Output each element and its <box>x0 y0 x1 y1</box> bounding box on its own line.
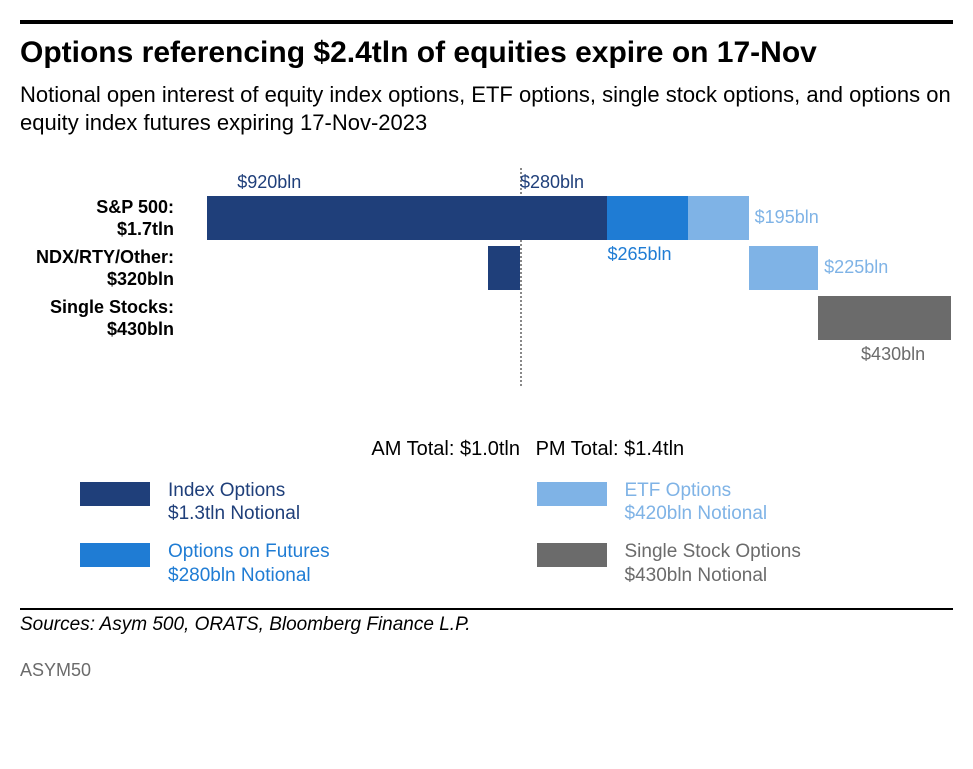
bar-value-label: $195bln <box>755 207 819 228</box>
legend-line2: $1.3tln Notional <box>168 502 300 526</box>
legend-item: ETF Options$420bln Notional <box>537 479 954 527</box>
row-label-line2: $1.7tln <box>20 218 174 241</box>
legend-swatch <box>80 543 150 567</box>
legend-line2: $420bln Notional <box>625 502 768 526</box>
top-rule <box>20 20 953 24</box>
bottom-rule <box>20 608 953 610</box>
bar-value-label: $280bln <box>520 172 584 193</box>
legend-text: ETF Options$420bln Notional <box>625 479 768 527</box>
chart-title: Options referencing $2.4tln of equities … <box>20 36 953 71</box>
row-label-line1: Single Stocks: <box>20 296 174 319</box>
legend-item: Single Stock Options$430bln Notional <box>537 540 954 588</box>
row-label-line2: $320bln <box>20 268 174 291</box>
legend-text: Index Options$1.3tln Notional <box>168 479 300 527</box>
legend-line1: Options on Futures <box>168 540 330 564</box>
bar-segment <box>207 196 520 240</box>
bar-segment <box>818 296 951 340</box>
legend-text: Options on Futures$280bln Notional <box>168 540 330 588</box>
bar-value-label: $430bln <box>861 344 925 365</box>
legend-swatch <box>537 543 607 567</box>
legend-line1: ETF Options <box>625 479 768 503</box>
am-total: AM Total: $1.0tln <box>20 438 520 461</box>
bar-value-label: $225bln <box>824 257 888 278</box>
bar-segment <box>688 196 748 240</box>
row-label: NDX/RTY/Other:$320bln <box>20 246 174 291</box>
legend-swatch <box>537 482 607 506</box>
totals-row: AM Total: $1.0tln PM Total: $1.4tln <box>20 438 953 461</box>
bar-segment <box>607 196 689 240</box>
row-label-line1: S&P 500: <box>20 196 174 219</box>
bar-segment <box>520 196 607 240</box>
legend-line2: $430bln Notional <box>625 564 801 588</box>
bar-value-label: $265bln <box>607 244 671 265</box>
legend-text: Single Stock Options$430bln Notional <box>625 540 801 588</box>
row-label-line1: NDX/RTY/Other: <box>20 246 174 269</box>
legend-line2: $280bln Notional <box>168 564 330 588</box>
legend: Index Options$1.3tln Notional ETF Options… <box>20 479 953 588</box>
row-label: S&P 500:$1.7tln <box>20 196 174 241</box>
legend-item: Index Options$1.3tln Notional <box>80 479 497 527</box>
pm-total: PM Total: $1.4tln <box>526 438 685 461</box>
legend-line1: Single Stock Options <box>625 540 801 564</box>
legend-item: Options on Futures$280bln Notional <box>80 540 497 588</box>
sources-line: Sources: Asym 500, ORATS, Bloomberg Fina… <box>20 614 953 636</box>
chart-subtitle: Notional open interest of equity index o… <box>20 81 953 138</box>
row-label-line2: $430bln <box>20 318 174 341</box>
legend-swatch <box>80 482 150 506</box>
row-label: Single Stocks:$430bln <box>20 296 174 341</box>
plot-area: S&P 500:$1.7tln NDX/RTY/Other:$320bln Sing… <box>20 168 953 428</box>
bar-segment <box>749 246 819 290</box>
bar-value-label: $920bln <box>237 172 301 193</box>
bar-segment <box>488 246 520 290</box>
legend-line1: Index Options <box>168 479 300 503</box>
attribution: ASYM50 <box>20 660 953 681</box>
chart-container: Options referencing $2.4tln of equities … <box>20 20 953 681</box>
